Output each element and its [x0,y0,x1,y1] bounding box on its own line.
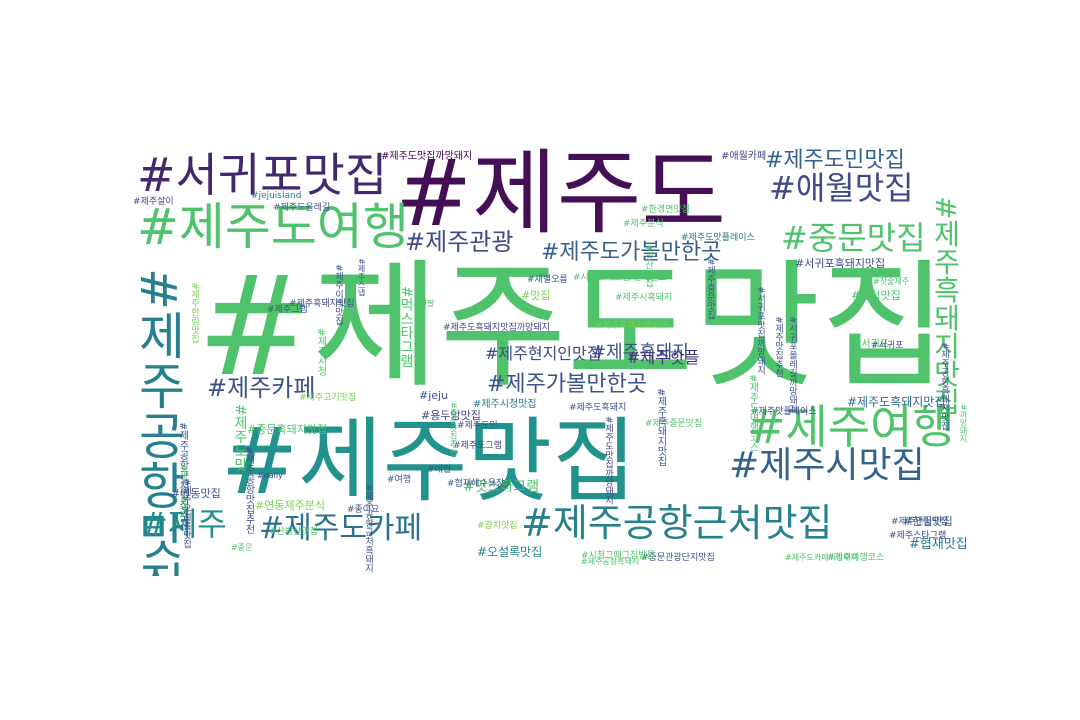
hashtag-word: #산방산맛집 [269,527,318,537]
hashtag-word: #애월카페 [721,151,767,162]
hashtag-word: #제주현지인맛집 [485,344,602,363]
hashtag-word: #제주중문맛집 [705,258,715,320]
hashtag-word: #시청그때그집방문 [581,551,655,561]
hashtag-word: #전팔 [413,299,435,308]
hashtag-word: #성산맛집 [643,244,653,288]
hashtag-word: #제주도가볼만한곳 [541,240,722,265]
hashtag-word: #제주맛플레이스 [751,407,817,417]
hashtag-word: #제주오설록맛집 [181,478,191,549]
hashtag-word: #시청그때그집 전화번호 [573,273,667,283]
hashtag-word: #제주도여행코스 [747,374,758,453]
hashtag-word: #제주도그램 [453,441,502,451]
hashtag-word: #제주공항맛집 [133,268,187,576]
hashtag-word: #제주도맛집 [197,246,948,407]
hashtag-word: #제주한림맛집 [189,282,199,344]
hashtag-word: #서귀포 [853,339,889,350]
word-cloud: #제주도맛집 #제주도 #제주맛집 #서귀포맛집 #제주도여행 #제주여행 #제주공항근처맛… [133,146,967,577]
hashtag-word: #서귀포맛집 [137,148,388,202]
hashtag-word: #제주스냅 [357,258,366,297]
hashtag-word: #서귀포올레길까망돼지 [787,316,797,414]
hashtag-word: #용두암맛집 [421,409,481,422]
hashtag-word: #제주시흑돼지 [615,293,673,303]
hashtag-word: #중문맛집추천 [449,402,458,457]
hashtag-word: #제주도여행 [137,198,409,256]
hashtag-word: #연동맛집 [171,487,221,500]
hashtag-word: #제주도흑돼지맛집 [847,395,946,409]
hashtag-word: #jeju [419,389,449,402]
hashtag-word: #제주여행 [747,400,955,454]
hashtag-word: #함덕맛집 [851,289,901,302]
hashtag-word: #제주공항근처맛집추천 [177,422,188,531]
hashtag-word: #제주연동맛집 [891,517,949,527]
hashtag-word: #제주살이 [133,197,174,207]
hashtag-word: #협재해수욕장 [447,479,505,489]
hashtag-word: #제주공항근처흑돼지 [363,484,373,573]
hashtag-word: #제주흑돼지맛집 [929,196,962,416]
hashtag-word: #제주카페 [207,374,316,402]
hashtag-word: #좋아요 [347,505,380,515]
hashtag-word: #제주흑돼지바베큐 [595,321,669,331]
hashtag-word: #제주도흑돼지 [179,464,188,519]
hashtag-word: #제주도맛플레이스 [681,233,755,243]
hashtag-word: #제주시맛집 [729,445,925,486]
hashtag-word: #jejuisland [251,191,302,201]
hashtag-word: #제주도맛집까망돼지 [381,151,473,162]
hashtag-word: #제주시청맛집 [473,399,537,410]
hashtag-word: #제주맛집 [221,408,637,515]
hashtag-word: #제주도카페 [259,511,423,546]
hashtag-word: #제주도맛 [232,404,248,472]
hashtag-word: #맛집 [521,289,551,302]
hashtag-word: #제주도 [395,146,727,247]
hashtag-word: #제주중문맛집 [645,419,703,429]
hashtag-word: #제주도흑돼지맛집까망돼지 [443,323,550,333]
hashtag-word: #제주흑돼지 [591,342,689,363]
hashtag-word: #제주관광 [405,228,514,256]
hashtag-word: #제주공항흑돼지맛집 [939,342,949,431]
hashtag-word: #제주스타그램 [889,531,947,541]
hashtag-word: #제주시청 [315,328,326,377]
hashtag-word: #한림맛집 [903,515,953,528]
hashtag-word: #여행 [387,475,412,485]
hashtag-word: #서귀포 [871,341,904,351]
hashtag-word: #첫술제주 [873,277,910,286]
hashtag-word: #제주가볼만한곳 [487,372,648,397]
hashtag-word: #먹스타그램 [398,286,414,368]
hashtag-word: #제주맛집추천 [773,316,783,378]
hashtag-word: #제주도민맛집 [765,148,905,173]
hashtag-word: #제주분식 [623,219,664,229]
hashtag-word: #제주 [141,505,227,543]
hashtag-word: #중문 [231,543,253,552]
hashtag-word: #중문관광단지맛집 [641,553,715,563]
hashtag-word: #한경면맛집 [641,205,690,215]
hashtag-word: #맛스타그램 [463,479,540,495]
hashtag-word: #광치맛집 [477,521,518,531]
hashtag-word: #애월맛집 [769,169,914,207]
hashtag-word: #제주고기맛집 [299,393,357,403]
hashtag-word: #중문맛집 [781,219,926,257]
hashtag-word: #서귀포맛집까망돼지 [755,286,765,375]
hashtag-word: #제주공항맛집추천 [243,446,254,535]
hashtag-word: #제주도흑돼지 [569,403,627,413]
hashtag-word: #제주도카페까망돼지 [785,553,858,562]
hashtag-word: #애월 [427,465,452,475]
hashtag-word: #제주공항흑돼지 [581,557,640,566]
hashtag-word: #제주흑돼지맛집 [289,299,355,309]
hashtag-word: #daily [257,471,283,480]
hashtag-word: #제주여행코스 [827,553,885,563]
hashtag-word: #제주도민 [457,421,498,431]
hashtag-word: #제주도맛집까망돼지 [603,416,613,505]
hashtag-word: #협재맛집 [909,537,967,552]
hashtag-word: #연동제주분식 [255,499,325,512]
hashtag-word: #중문흑돼지맛집 [247,423,328,436]
hashtag-word: #제주핫플 [627,348,700,367]
hashtag-word: #제주도올레길 [273,203,331,213]
hashtag-word: #제주공항근처맛집 [521,501,833,545]
hashtag-word: #까망돼지 [959,404,967,443]
hashtag-word: #서귀포흑돼지맛집 [795,257,886,270]
hashtag-word: #제주그램 [267,305,308,315]
hashtag-word: #제주이색맛집 [333,264,343,326]
hashtag-word: #오설록맛집 [477,545,543,559]
hashtag-word: #새별오름 [527,275,568,285]
hashtag-word: #제주흑돼지맛집 [655,388,666,467]
